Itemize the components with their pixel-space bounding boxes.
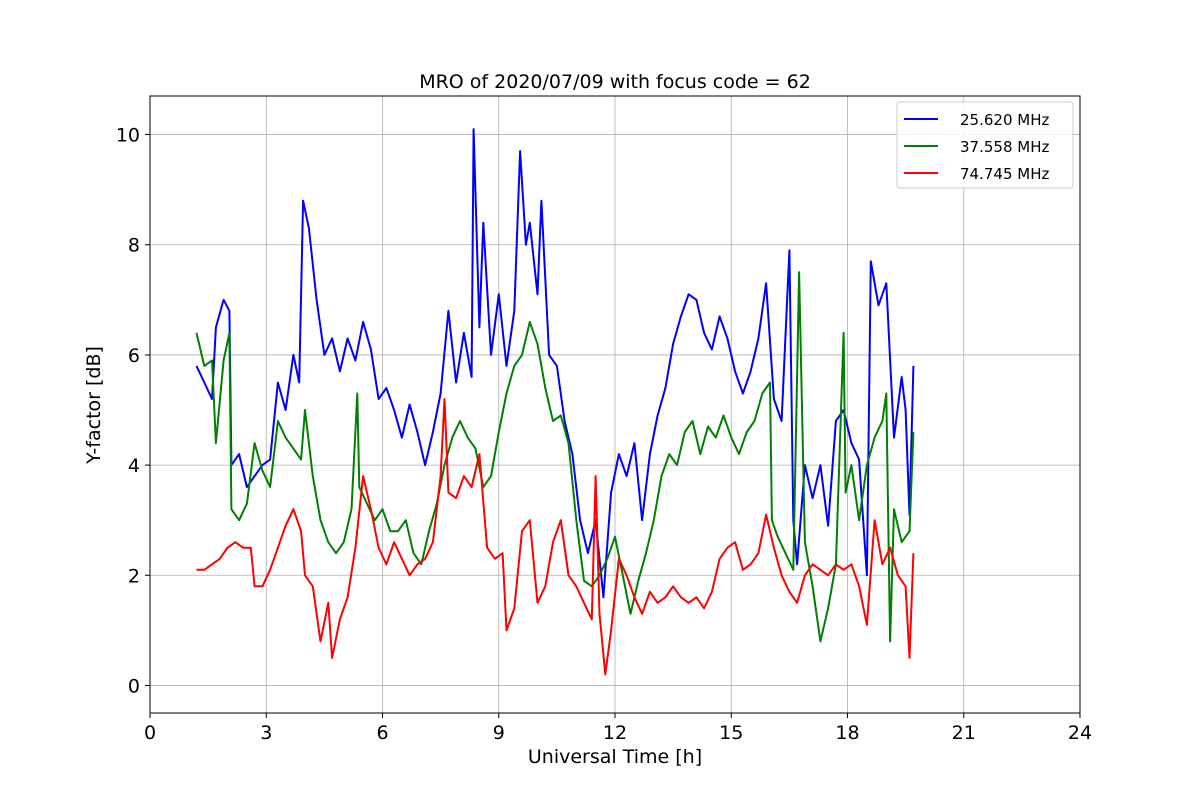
legend-items: 25.620 MHz 37.558 MHz 74.745 MHz [904, 111, 1049, 183]
legend-box [896, 101, 1074, 189]
x-axis-title: Universal Time [h] [528, 746, 702, 768]
chart-title: MRO of 2020/07/09 with focus code = 62 [419, 71, 811, 93]
x-tick-label: 9 [493, 722, 505, 744]
y-axis-title: Y-factor [dB] [83, 346, 105, 465]
y-tick-label: 10 [116, 125, 140, 147]
y-tick-label: 8 [128, 235, 140, 257]
legend: 25.620 MHz 37.558 MHz 74.745 MHz [896, 101, 1074, 189]
y-tick-label: 4 [128, 455, 140, 477]
y-tick-label: 0 [128, 675, 140, 697]
legend-label-2: 37.558 MHz [960, 138, 1049, 156]
x-tick-label: 6 [376, 722, 388, 744]
x-tick-label: 24 [1068, 722, 1092, 744]
x-tick-label: 18 [835, 722, 859, 744]
legend-label-1: 25.620 MHz [960, 111, 1049, 129]
y-tick-label: 2 [128, 565, 140, 587]
series-line-3 [196, 398, 915, 676]
x-tick-label: 0 [144, 722, 156, 744]
series-line-1 [195, 128, 915, 599]
y-tick-label: 6 [128, 345, 140, 367]
x-tick-label: 3 [260, 722, 272, 744]
x-tick-label: 15 [719, 722, 743, 744]
plot-area-series [195, 128, 915, 676]
legend-label-3: 74.745 MHz [960, 165, 1049, 183]
series-line-2 [195, 271, 915, 643]
x-tick-label: 12 [603, 722, 627, 744]
x-tick-label: 21 [952, 722, 976, 744]
